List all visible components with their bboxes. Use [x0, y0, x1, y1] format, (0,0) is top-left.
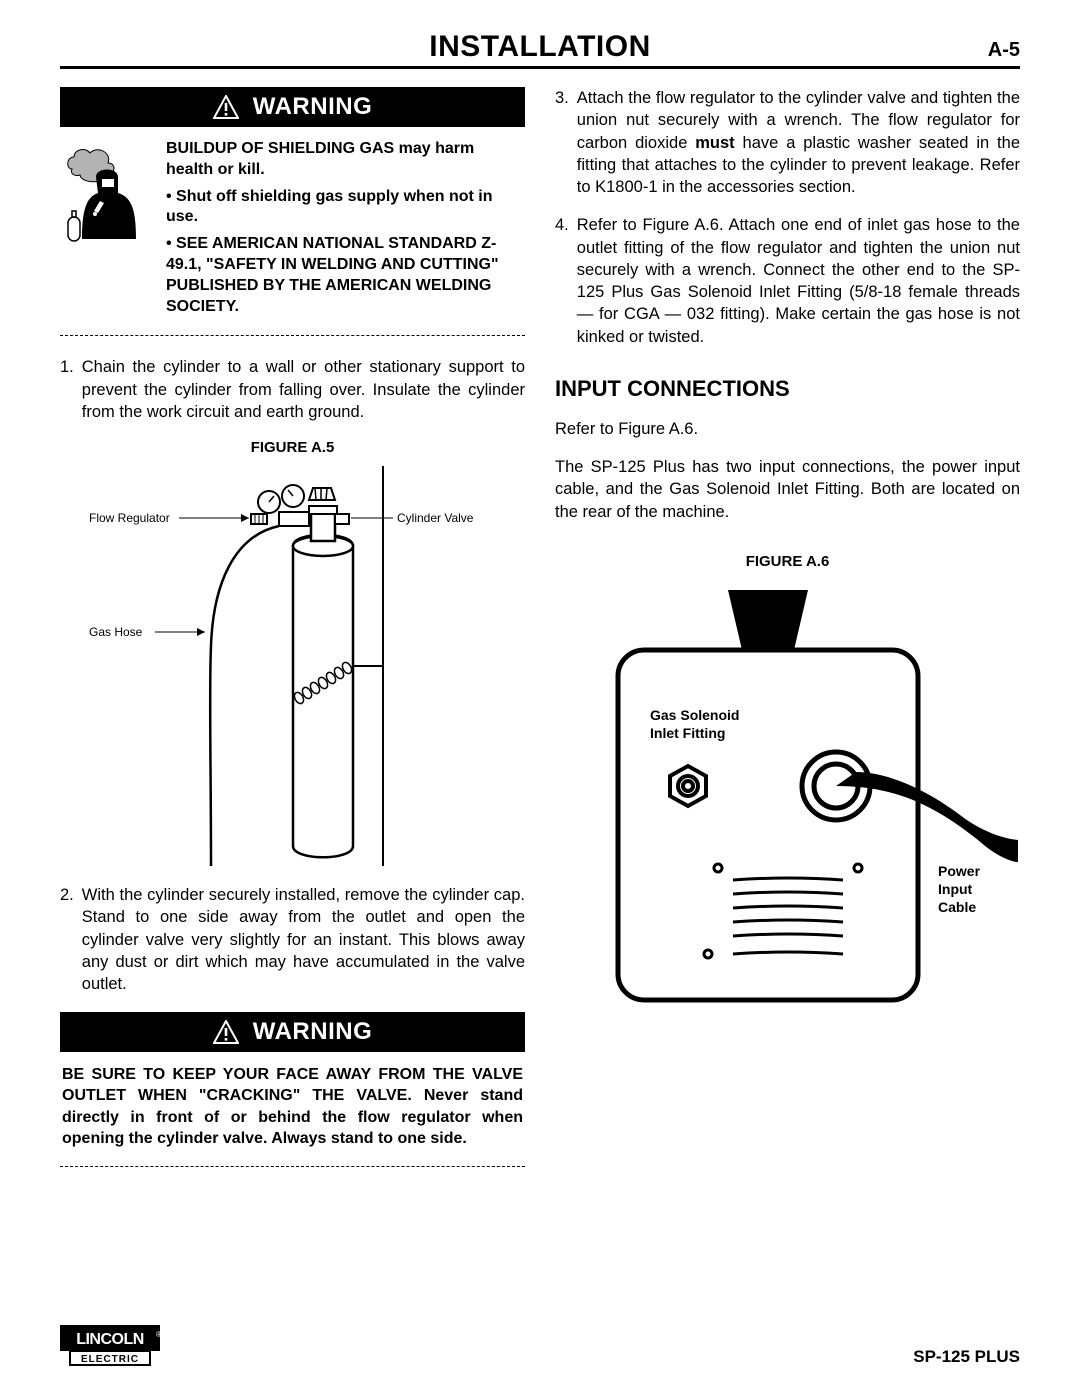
label-cylinder-valve: Cylinder Valve	[397, 511, 474, 525]
warning-bar-2: WARNING	[60, 1012, 525, 1052]
label-power: Power	[938, 863, 981, 879]
step-4: 4. Refer to Figure A.6. Attach one end o…	[555, 214, 1020, 348]
logo-top-text: LINCOLN	[76, 1331, 144, 1348]
svg-text:®: ®	[156, 1330, 160, 1339]
warning-bullet-1: Shut off shielding gas supply when not i…	[166, 187, 521, 229]
lincoln-electric-logo: LINCOLN ELECTRIC ®	[60, 1325, 160, 1367]
step-3: 3. Attach the flow regulator to the cyli…	[555, 87, 1020, 198]
input-connections-heading: INPUT CONNECTIONS	[555, 376, 1020, 402]
step-2-text: With the cylinder securely installed, re…	[82, 884, 525, 995]
warning-block-2: BE SURE TO KEEP YOUR FACE AWAY FROM THE …	[60, 1064, 525, 1167]
figure-a5: Flow Regulator Cylinder Valve Gas Hose	[60, 466, 525, 866]
warning-heading: BUILDUP OF SHIELDING GAS may harm health…	[166, 139, 521, 181]
right-column: 3. Attach the flow regulator to the cyli…	[555, 87, 1020, 1167]
input-conn-p2: The SP-125 Plus has two input connection…	[555, 456, 1020, 523]
step-3-num: 3.	[555, 87, 569, 198]
logo-bottom-text: ELECTRIC	[81, 1354, 139, 1365]
warning-bar-1: WARNING	[60, 87, 525, 127]
step-3-text: Attach the flow regulator to the cylinde…	[577, 87, 1020, 198]
warning-text-1: BUILDUP OF SHIELDING GAS may harm health…	[166, 139, 521, 323]
warning-triangle-icon	[213, 1020, 239, 1044]
warning-label-2: WARNING	[253, 1018, 373, 1046]
label-inlet-fitting: Inlet Fitting	[650, 725, 725, 741]
label-flow-regulator: Flow Regulator	[89, 511, 170, 525]
step-4-num: 4.	[555, 214, 569, 348]
step-1: 1. Chain the cylinder to a wall or other…	[60, 356, 525, 423]
left-column: WARNING BUILDUP OF SHIELDING GAS may har…	[60, 87, 525, 1167]
step-1-text: Chain the cylinder to a wall or other st…	[82, 356, 525, 423]
label-input: Input	[938, 881, 973, 897]
page-header: INSTALLATION A-5	[60, 30, 1020, 69]
warning-triangle-icon	[213, 95, 239, 119]
input-conn-p1: Refer to Figure A.6.	[555, 418, 1020, 440]
figure-a6-area: FIGURE A.6	[555, 553, 1020, 1015]
step-4-text: Refer to Figure A.6. Attach one end of i…	[577, 214, 1020, 348]
page-footer: LINCOLN ELECTRIC ® SP-125 PLUS	[60, 1325, 1020, 1367]
page-number: A-5	[988, 39, 1020, 62]
step-1-num: 1.	[60, 356, 74, 423]
label-gas-hose: Gas Hose	[89, 625, 143, 639]
figure-a6-svg: Gas Solenoid Inlet Fitting Power Input C…	[558, 580, 1018, 1010]
label-gas-solenoid: Gas Solenoid	[650, 707, 739, 723]
welder-fumes-icon	[64, 139, 154, 249]
page-title: INSTALLATION	[429, 30, 651, 64]
step-2-num: 2.	[60, 884, 74, 995]
warning-block-1: BUILDUP OF SHIELDING GAS may harm health…	[60, 139, 525, 336]
step-2: 2. With the cylinder securely installed,…	[60, 884, 525, 995]
content-columns: WARNING BUILDUP OF SHIELDING GAS may har…	[60, 87, 1020, 1167]
figure-a5-caption: FIGURE A.5	[60, 439, 525, 456]
label-cable: Cable	[938, 899, 976, 915]
warning-bullet-2: SEE AMERICAN NATIONAL STANDARD Z-49.1, "…	[166, 234, 521, 317]
footer-product: SP-125 PLUS	[913, 1347, 1020, 1367]
step-3-bold: must	[695, 134, 734, 152]
figure-a5-svg: Flow Regulator Cylinder Valve Gas Hose	[83, 466, 503, 866]
figure-a6-caption: FIGURE A.6	[555, 553, 1020, 570]
warning-label: WARNING	[253, 93, 373, 121]
